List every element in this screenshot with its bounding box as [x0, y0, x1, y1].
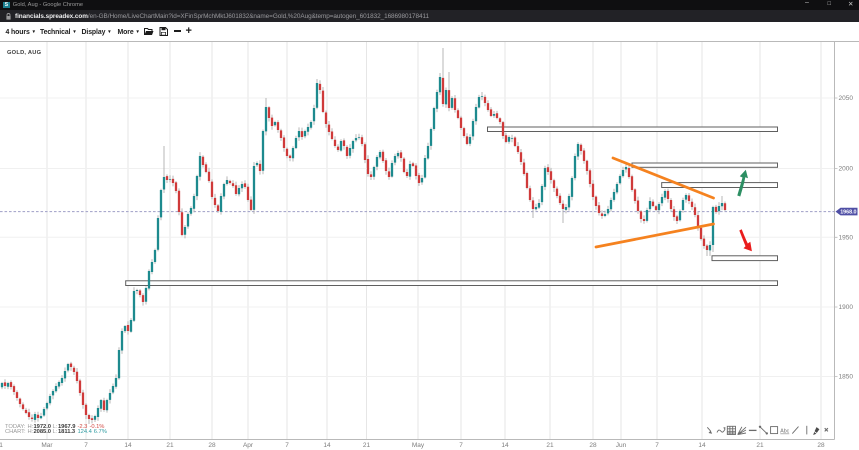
- svg-text:7: 7: [285, 442, 289, 449]
- svg-text:Jun: Jun: [616, 442, 627, 449]
- svg-text:2050: 2050: [839, 95, 854, 102]
- svg-text:2000: 2000: [839, 166, 854, 173]
- svg-text:28: 28: [817, 442, 825, 449]
- svg-text:1950: 1950: [839, 235, 854, 242]
- svg-text:28: 28: [208, 442, 216, 449]
- svg-text:14: 14: [501, 442, 509, 449]
- svg-text:14: 14: [124, 442, 132, 449]
- svg-text:21: 21: [546, 442, 554, 449]
- svg-text:14: 14: [698, 442, 706, 449]
- svg-text:21: 21: [363, 442, 371, 449]
- svg-text:Apr: Apr: [243, 442, 254, 449]
- svg-text:28: 28: [589, 442, 597, 449]
- svg-text:1900: 1900: [839, 304, 854, 311]
- svg-text:Mar: Mar: [41, 442, 53, 449]
- svg-text:21: 21: [166, 442, 174, 449]
- svg-text:14: 14: [323, 442, 331, 449]
- svg-text:7: 7: [84, 442, 88, 449]
- svg-text:7: 7: [459, 442, 463, 449]
- svg-text:1968.0: 1968.0: [840, 210, 856, 216]
- svg-text:May: May: [412, 442, 425, 449]
- svg-text:7: 7: [655, 442, 659, 449]
- svg-text:1850: 1850: [839, 374, 854, 381]
- svg-text:21: 21: [756, 442, 764, 449]
- svg-text:Abc: Abc: [780, 429, 789, 435]
- svg-text:1: 1: [0, 442, 3, 449]
